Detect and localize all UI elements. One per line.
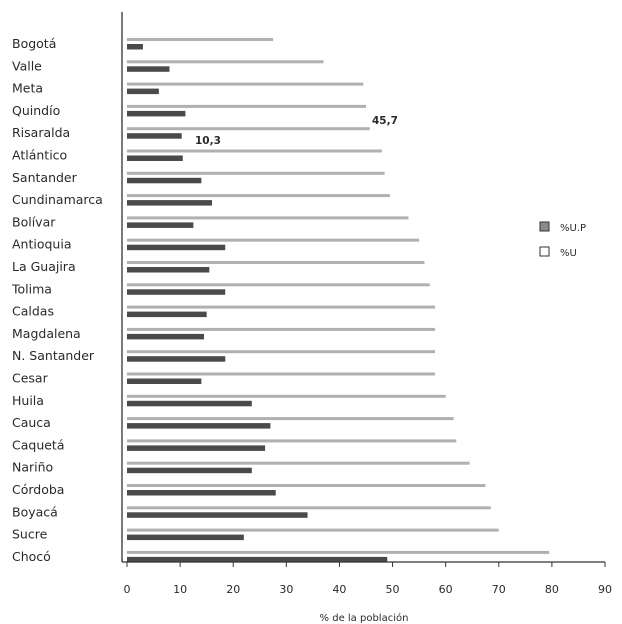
- bar-u-caldas: [127, 305, 436, 309]
- bar-up-magdalena: [127, 333, 205, 340]
- legend-swatch-u: [539, 246, 550, 257]
- category-label-meta: Meta: [12, 81, 43, 96]
- bar-u-boyaca: [127, 506, 491, 510]
- bar-u-sucre: [127, 528, 499, 532]
- bar-u-la-guajira: [127, 261, 425, 264]
- bar-up-valle: [127, 66, 170, 72]
- bar-up-narino: [127, 467, 252, 474]
- bar-u-cauca: [127, 417, 454, 421]
- category-label-bogota: Bogotá: [12, 36, 56, 51]
- bar-u-atlantico: [127, 149, 382, 153]
- category-label-magdalena: Magdalena: [12, 326, 81, 341]
- x-ticks: 0 10 20 30 40 50 60 70 80 90: [124, 562, 612, 596]
- category-label-valle: Valle: [12, 58, 42, 73]
- bar-up-choco: [127, 556, 388, 563]
- x-tick-label-60: 60: [439, 583, 453, 596]
- axes: [121, 12, 605, 563]
- annotation-risaralda-up: 10,3: [195, 135, 221, 147]
- bar-u-santander: [127, 171, 385, 175]
- bar-u-narino: [127, 461, 470, 465]
- category-label-cesar: Cesar: [12, 371, 49, 386]
- category-label-atlantico: Atlántico: [12, 148, 67, 163]
- category-label-antioquia: Antioquia: [12, 237, 72, 252]
- bar-up-bogota: [127, 44, 143, 50]
- bar-up-caqueta: [127, 445, 266, 451]
- category-label-quindio: Quindío: [12, 103, 60, 118]
- bar-u-quindio: [127, 104, 366, 108]
- category-label-choco: Chocó: [12, 549, 51, 564]
- x-tick-label-70: 70: [492, 583, 506, 596]
- bar-u-bogota: [127, 38, 274, 41]
- bar-u-huila: [127, 394, 446, 398]
- bar-u-cesar: [127, 372, 436, 376]
- x-tick-label-80: 80: [545, 583, 559, 596]
- category-label-bolivar: Bolívar: [12, 214, 56, 229]
- bar-up-atlantico: [127, 155, 183, 161]
- bar-up-huila: [127, 400, 252, 407]
- bar-up-cordoba: [127, 490, 276, 496]
- bar-u-caqueta: [127, 439, 457, 443]
- bar-up-tolima: [127, 289, 226, 295]
- bar-up-caldas: [127, 311, 207, 318]
- bar-u-risaralda: [127, 127, 370, 131]
- x-axis-label: % de la población: [320, 612, 409, 624]
- x-tick-label-50: 50: [386, 583, 400, 596]
- bar-up-quindio: [127, 110, 186, 117]
- category-label-santander: Santander: [12, 170, 78, 185]
- x-tick-label-10: 10: [173, 583, 187, 596]
- bars: [127, 38, 550, 563]
- bar-up-antioquia: [127, 244, 226, 251]
- bar-up-boyaca: [127, 512, 308, 518]
- category-label-risaralda: Risaralda: [12, 125, 70, 140]
- x-tick-label-90: 90: [598, 583, 612, 596]
- bar-up-bolivar: [127, 222, 194, 228]
- category-label-narino: Nariño: [12, 460, 53, 475]
- bar-u-choco: [127, 550, 550, 554]
- bar-up-meta: [127, 88, 159, 95]
- legend-swatch-up: [539, 221, 550, 232]
- bar-u-antioquia: [127, 238, 420, 242]
- x-tick-label-30: 30: [279, 583, 293, 596]
- annotation-risaralda-u: 45,7: [372, 115, 398, 127]
- category-label-boyaca: Boyacá: [12, 504, 58, 519]
- data-annotations: 45,7 10,3: [195, 115, 398, 147]
- legend: %U.P %U: [539, 221, 586, 259]
- bar-up-n-santander: [127, 356, 226, 362]
- category-label-cordoba: Córdoba: [12, 482, 64, 497]
- bar-u-bolivar: [127, 216, 409, 220]
- category-label-cundinamarca: Cundinamarca: [12, 192, 103, 207]
- category-label-cauca: Cauca: [12, 415, 51, 430]
- bar-up-cesar: [127, 378, 202, 384]
- category-labels: Bogotá Valle Meta Quindío Risaralda Atlántico…: [11, 36, 103, 564]
- bar-u-tolima: [127, 283, 430, 287]
- bar-up-la-guajira: [127, 267, 210, 273]
- bar-up-cauca: [127, 423, 271, 429]
- category-label-caqueta: Caquetá: [12, 437, 65, 452]
- category-label-caldas: Caldas: [12, 304, 54, 319]
- bar-u-n-santander: [127, 350, 436, 354]
- x-tick-label-0: 0: [124, 583, 131, 596]
- category-label-la-guajira: La Guajira: [12, 259, 76, 274]
- bar-up-santander: [127, 177, 202, 184]
- bar-u-meta: [127, 82, 364, 86]
- bar-u-valle: [127, 60, 324, 64]
- bar-up-cundinamarca: [127, 200, 212, 206]
- category-label-n-santander: N. Santander: [12, 348, 95, 363]
- category-label-sucre: Sucre: [12, 527, 48, 542]
- category-label-tolima: Tolima: [11, 281, 52, 296]
- legend-label-u: %U: [560, 248, 577, 259]
- bar-up-sucre: [127, 534, 244, 541]
- bar-up-risaralda: [127, 133, 182, 139]
- x-tick-label-40: 40: [332, 583, 346, 596]
- bar-u-cundinamarca: [127, 194, 390, 198]
- category-label-huila: Huila: [12, 393, 44, 408]
- bar-u-cordoba: [127, 484, 486, 487]
- legend-label-up: %U.P: [560, 223, 586, 234]
- bar-u-magdalena: [127, 327, 436, 331]
- x-tick-label-20: 20: [226, 583, 240, 596]
